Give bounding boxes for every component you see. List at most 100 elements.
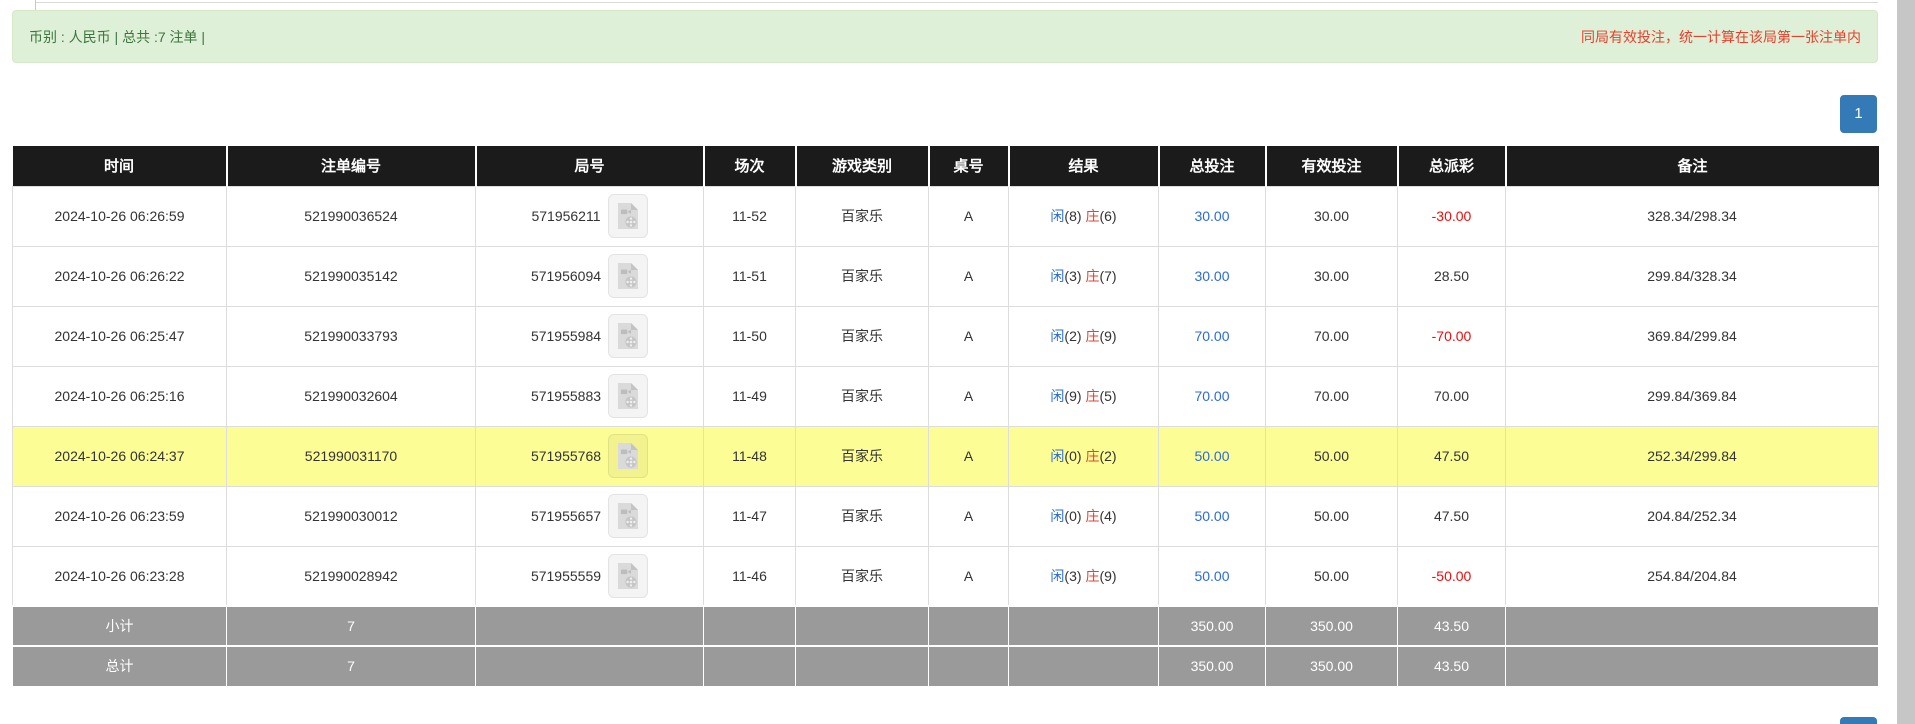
round-id-cell: 571955657: [475, 485, 704, 547]
remark-cell: 254.84/204.84: [1505, 545, 1879, 607]
time-cell: 2024-10-26 06:23:59: [12, 485, 227, 547]
video-replay-icon: [615, 201, 641, 231]
result-cell: 闲(0) 庄(2): [1008, 425, 1159, 487]
session-cell: 11-46: [703, 545, 796, 607]
round-id-value: 571955883: [530, 388, 602, 404]
payout-value: 28.50: [1433, 268, 1470, 284]
pagination-page-1-button[interactable]: 1: [1840, 95, 1877, 133]
table-row: 2024-10-26 06:26:22 521990035142 5719560…: [12, 245, 1879, 307]
round-id-cell: 571955768: [475, 425, 704, 487]
grand-total-row: 总计 7 350.00 350.00 43.50: [12, 645, 1879, 687]
payout-value: -50.00: [1431, 567, 1472, 584]
valid-bet-note: 同局有效投注，统一计算在该局第一张注单内: [1581, 28, 1861, 45]
top-panel-border: [35, 2, 1878, 3]
payout-cell: -70.00: [1397, 305, 1506, 367]
round-id-value: 571955768: [530, 448, 602, 464]
banker-result-label: 庄: [1085, 268, 1100, 284]
round-id-cell: 571956094: [475, 245, 704, 307]
summary-bar: 币别 : 人民币 | 总共 :7 注单 | 同局有效投注，统一计算在该局第一张注…: [12, 10, 1878, 63]
banker-result-score: (9): [1099, 567, 1117, 584]
round-id-cell: 571955984: [475, 305, 704, 367]
banker-result-label: 庄: [1085, 567, 1100, 584]
valid-bet-cell: 50.00: [1265, 425, 1398, 487]
total-bet-link[interactable]: 50.00: [1194, 567, 1230, 584]
result-cell: 闲(9) 庄(5): [1008, 365, 1159, 427]
col-remark: 备注: [1504, 146, 1879, 186]
table-row: 2024-10-26 06:25:16 521990032604 5719558…: [12, 365, 1879, 427]
table-no-cell: A: [928, 245, 1009, 307]
player-result-score: (0): [1064, 508, 1082, 524]
round-id-value: 571956211: [531, 208, 601, 224]
game-type-cell: 百家乐: [795, 245, 929, 307]
video-replay-icon: [615, 321, 641, 351]
subtotal-count: 7: [226, 605, 476, 647]
payout-cell: 70.00: [1397, 365, 1506, 427]
table-row: 2024-10-26 06:25:47 521990033793 5719559…: [12, 305, 1879, 367]
player-result-score: (3): [1064, 268, 1082, 284]
col-round-id: 局号: [474, 146, 704, 186]
subtotal-payout: 43.50: [1397, 605, 1506, 647]
video-replay-button[interactable]: [607, 194, 648, 238]
video-replay-button[interactable]: [608, 434, 649, 478]
banker-result-score: (5): [1099, 388, 1117, 404]
col-game-type: 游戏类别: [794, 146, 929, 186]
total-valid-bet: 350.00: [1265, 645, 1398, 687]
game-type-cell: 百家乐: [795, 485, 929, 547]
col-total-bet: 总投注: [1157, 146, 1266, 186]
payout-value: 47.50: [1433, 508, 1470, 524]
total-payout: 43.50: [1397, 645, 1506, 687]
game-type-cell: 百家乐: [795, 545, 929, 607]
subtotal-row: 小计 7 350.00 350.00 43.50: [12, 605, 1879, 647]
result-cell: 闲(8) 庄(6): [1008, 185, 1159, 247]
remark-cell: 369.84/299.84: [1505, 305, 1879, 367]
total-bet-link[interactable]: 70.00: [1194, 388, 1230, 404]
col-payout: 总派彩: [1396, 146, 1506, 186]
pagination-bottom-page-1-button[interactable]: 1: [1840, 717, 1877, 724]
time-cell: 2024-10-26 06:26:59: [12, 185, 227, 247]
total-bet-cell: 50.00: [1158, 545, 1266, 607]
payout-value: -30.00: [1431, 208, 1472, 224]
result-cell: 闲(2) 庄(9): [1008, 305, 1159, 367]
banker-result-score: (9): [1099, 328, 1117, 344]
total-bet-link[interactable]: 50.00: [1194, 448, 1230, 464]
player-result-label: 闲: [1050, 328, 1065, 344]
session-cell: 11-48: [703, 425, 796, 487]
time-cell: 2024-10-26 06:25:47: [12, 305, 227, 367]
payout-cell: -30.00: [1397, 185, 1506, 247]
valid-bet-cell: 30.00: [1265, 245, 1398, 307]
video-replay-button[interactable]: [608, 314, 649, 358]
col-table-no: 桌号: [927, 146, 1009, 186]
total-bet-cell: 50.00: [1158, 425, 1266, 487]
table-no-cell: A: [928, 545, 1009, 607]
total-bet-link[interactable]: 70.00: [1194, 328, 1230, 344]
subtotal-valid-bet: 350.00: [1265, 605, 1398, 647]
player-result-label: 闲: [1050, 448, 1065, 464]
banker-result-label: 庄: [1085, 328, 1100, 344]
game-type-cell: 百家乐: [795, 425, 929, 487]
col-result: 结果: [1007, 146, 1159, 186]
total-bet-link[interactable]: 30.00: [1194, 268, 1230, 284]
total-bet-link[interactable]: 30.00: [1194, 208, 1230, 224]
remark-cell: 299.84/369.84: [1505, 365, 1879, 427]
valid-bet-cell: 70.00: [1265, 305, 1398, 367]
payout-value: -70.00: [1431, 328, 1472, 344]
round-id-value: 571956094: [530, 268, 602, 284]
total-bet-link[interactable]: 50.00: [1194, 508, 1230, 524]
video-replay-button[interactable]: [608, 374, 649, 418]
video-replay-button[interactable]: [608, 494, 649, 538]
result-cell: 闲(3) 庄(9): [1008, 545, 1159, 607]
video-replay-button[interactable]: [608, 553, 649, 598]
col-valid-bet: 有效投注: [1264, 146, 1398, 186]
video-replay-button[interactable]: [608, 254, 649, 298]
player-result-label: 闲: [1050, 567, 1065, 584]
video-replay-icon: [615, 381, 641, 411]
subtotal-label: 小计: [12, 605, 227, 647]
bet-id-cell: 521990032604: [226, 365, 476, 427]
session-cell: 11-51: [703, 245, 796, 307]
banker-result-label: 庄: [1085, 448, 1100, 464]
col-session: 场次: [702, 146, 796, 186]
banker-result-label: 庄: [1085, 388, 1100, 404]
table-body: 2024-10-26 06:26:59 521990036524 5719562…: [12, 185, 1879, 607]
game-type-cell: 百家乐: [795, 365, 929, 427]
payout-cell: 47.50: [1397, 485, 1506, 547]
